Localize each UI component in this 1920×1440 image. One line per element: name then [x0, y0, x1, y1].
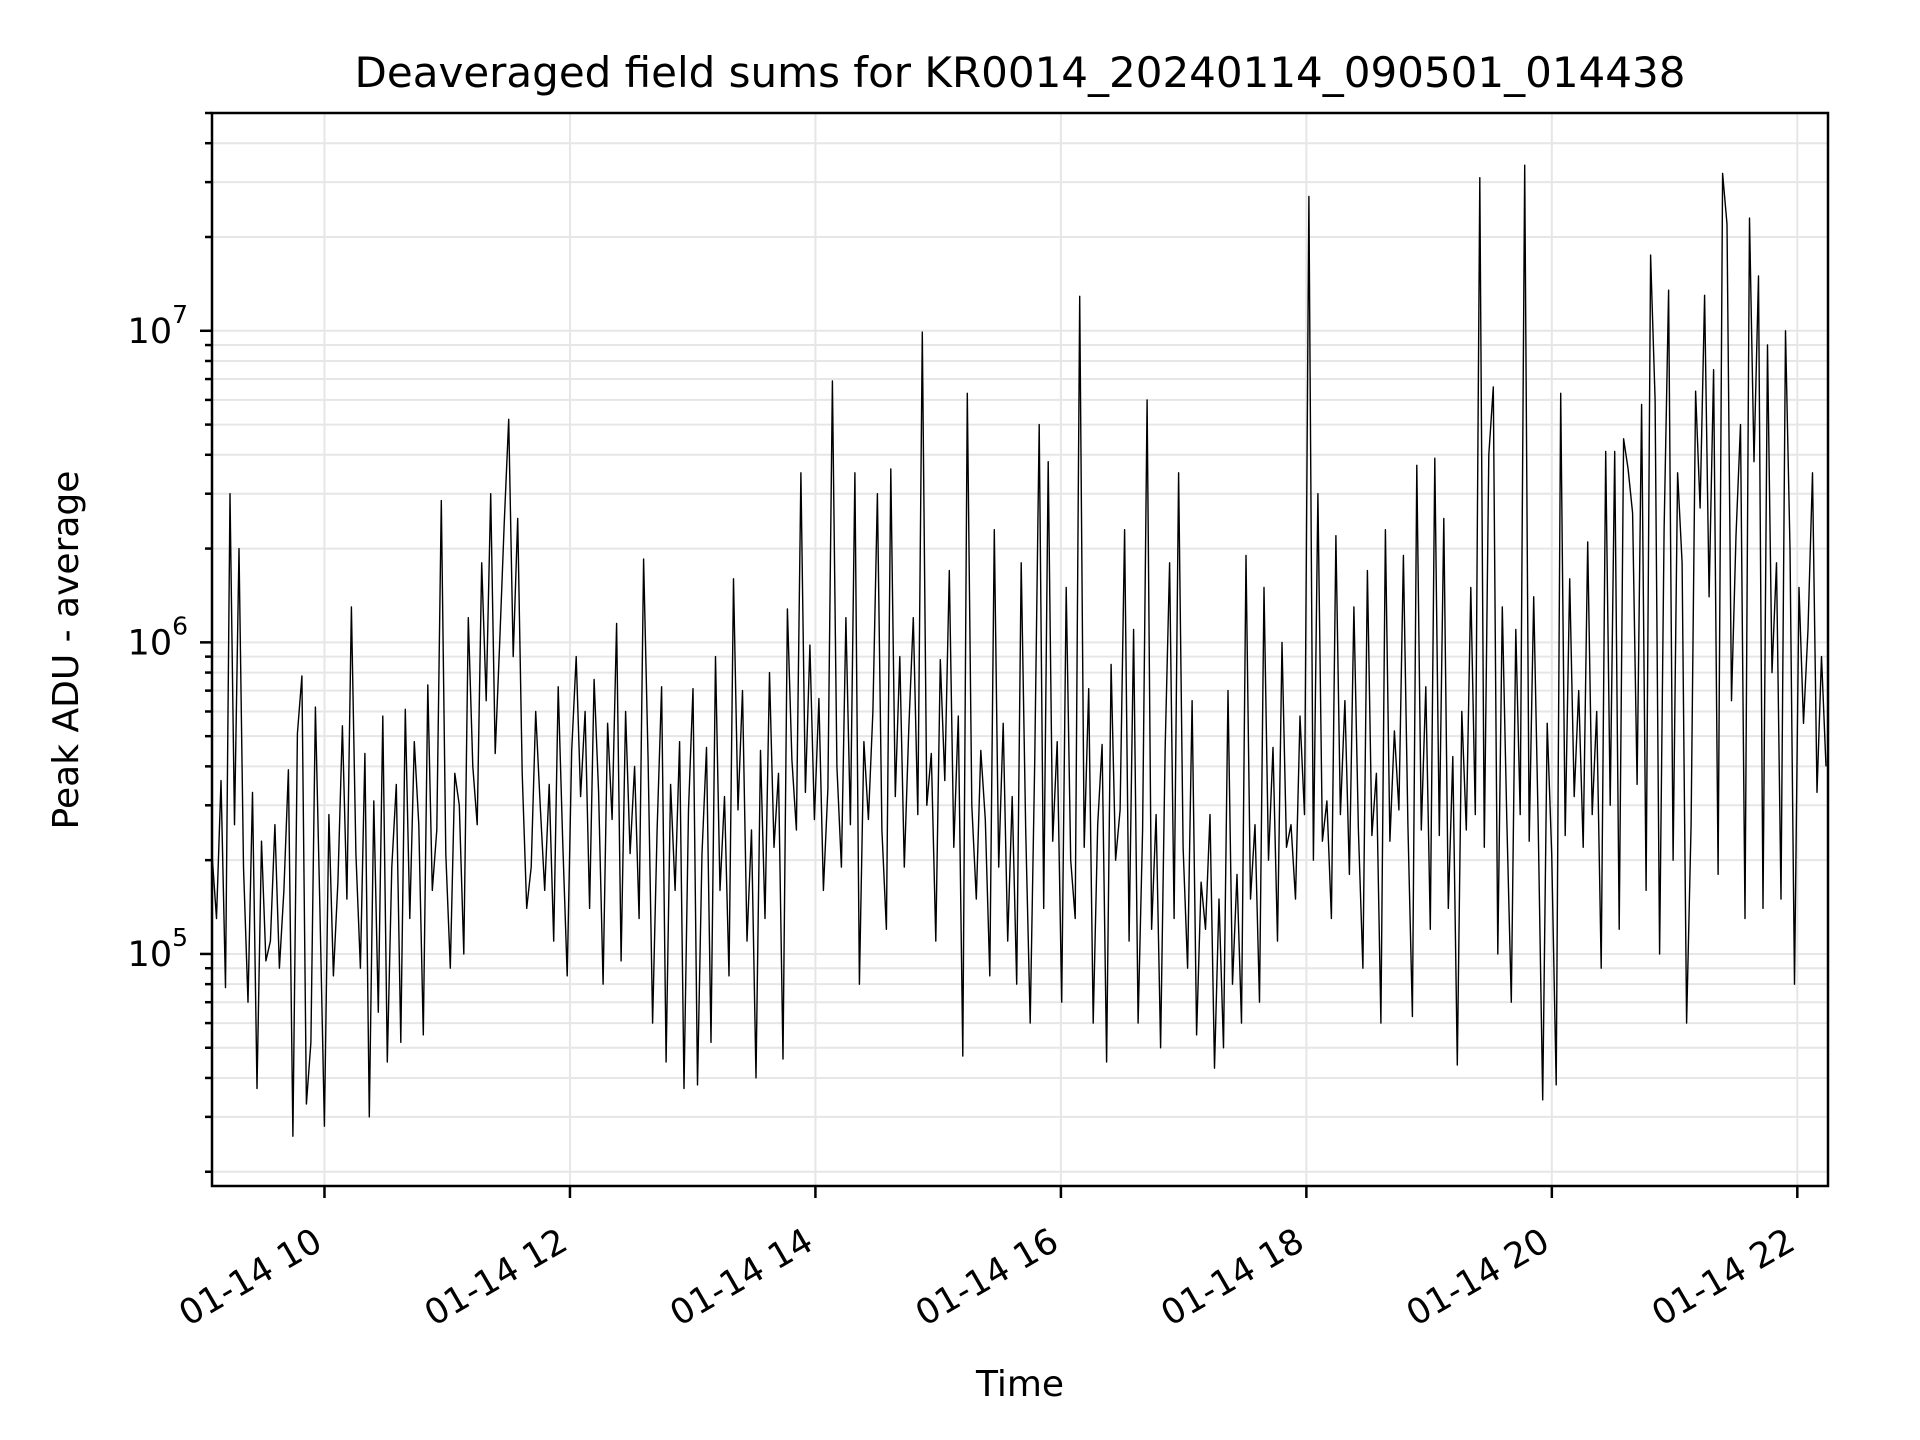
series-line [211, 164, 1827, 1137]
x-tick-labels: 01-14 10 01-14 12 01-14 14 01-14 16 01-14 18… [173, 1221, 1802, 1334]
y-axis-label: Peak ADU - average [46, 471, 87, 830]
x-tick-label: 01-14 20 [1400, 1221, 1556, 1334]
chart-title: Deaveraged field sums for KR0014_2024011… [355, 48, 1686, 97]
series-layer [211, 164, 1827, 1137]
x-tick-label: 01-14 12 [418, 1221, 574, 1334]
plot-frame [210, 111, 1830, 1188]
x-tick-label: 01-14 10 [173, 1221, 329, 1334]
y-tick-labels: 105 106 107 [128, 300, 188, 975]
x-tick-label: 01-14 18 [1155, 1221, 1311, 1334]
x-tick-label: 01-14 14 [664, 1221, 820, 1334]
x-axis-label: Time [975, 1364, 1064, 1405]
x-tick-label: 01-14 22 [1646, 1221, 1802, 1334]
x-tick-label: 01-14 16 [909, 1221, 1065, 1334]
y-tick-label: 105 [128, 923, 188, 975]
y-tick-label: 107 [128, 300, 188, 352]
axis-ticks [200, 111, 1799, 1198]
y-tick-label: 106 [128, 611, 188, 663]
